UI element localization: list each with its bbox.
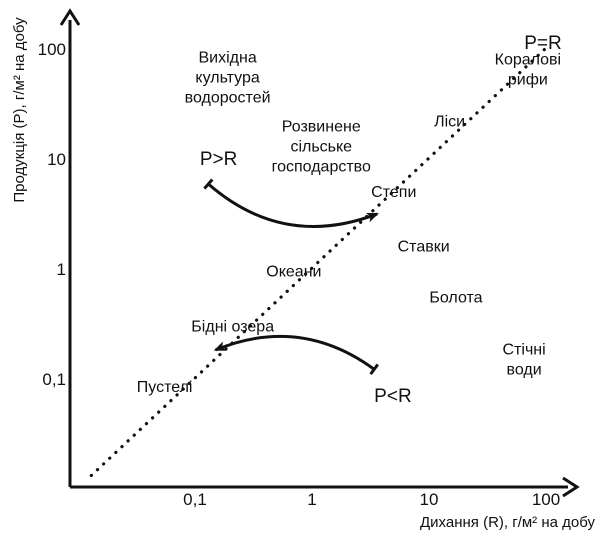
ecosystem-label-line: рифи <box>508 72 548 89</box>
ecosystem-label: Вихідна культура водоростей <box>185 50 271 107</box>
ecosystem-label-line: Ліси <box>434 113 465 130</box>
y-axis-arrow-icon <box>59 8 81 26</box>
ecosystem-label-line: води <box>507 362 542 379</box>
diagonal-label: P=R <box>524 33 562 54</box>
curved-arrow-icon <box>213 334 376 371</box>
relation-labels: P>R P<R <box>200 149 412 407</box>
x-tick-label: 100 <box>532 490 560 509</box>
ecosystem-label-line: водоростей <box>185 90 271 107</box>
ecosystem-label-line: Ставки <box>398 239 450 256</box>
ecosystem-label: Ставки <box>398 239 450 256</box>
x-tick-label: 1 <box>307 490 316 509</box>
ecosystem-label: Розвинене сільське господарство <box>272 118 371 175</box>
ecosystem-label-line: сільське <box>290 138 352 155</box>
ecosystem-label: Болота <box>429 290 482 307</box>
x-axis-title: Дихання (R), г/м² на добу <box>420 514 595 531</box>
x-axis <box>70 476 580 498</box>
ecosystem-label-line: культура <box>195 70 259 87</box>
ecosystem-label: Бідні озера <box>191 319 274 336</box>
ecosystem-label-line: Степи <box>371 184 416 201</box>
ecosystem-label-line: Вихідна <box>198 50 256 67</box>
ecosystem-label-line: Пустелі <box>137 379 193 396</box>
arrows <box>203 178 379 376</box>
ecosystem-label-line: Бідні озера <box>191 319 274 336</box>
curved-arrow-icon <box>207 182 379 229</box>
ecosystem-label-line: Коралові <box>495 52 561 69</box>
y-tick-label: 0,1 <box>42 370 66 389</box>
ecosystem-label-line: Розвинене <box>282 118 361 135</box>
y-tick-label: 10 <box>47 150 66 169</box>
x-axis-arrow-icon <box>562 476 580 498</box>
y-tick-label: 100 <box>38 40 66 59</box>
relation-label: P>R <box>200 149 238 170</box>
ecosystem-label: Ліси <box>434 113 465 130</box>
ecosystem-label: Океани <box>266 263 321 280</box>
ecosystem-label: Стічні води <box>503 342 546 379</box>
x-tick-label: 10 <box>420 490 439 509</box>
ecosystem-label-line: господарство <box>272 158 371 175</box>
x-tick-labels: 0,1 1 10 100 <box>183 490 560 509</box>
arrow-tail-icon <box>203 178 214 190</box>
y-axis-title: Продукція (P), г/м² на добу <box>11 17 28 203</box>
ecosystem-label-line: Стічні <box>503 342 546 359</box>
y-tick-labels: 0,1 1 10 100 <box>38 40 66 389</box>
arrow-tail-icon <box>369 363 379 376</box>
ecosystem-label: Степи <box>371 184 416 201</box>
ecosystem-labels: Вихідна культура водоростей Розвинене сільсь… <box>137 50 561 396</box>
x-tick-label: 0,1 <box>183 490 207 509</box>
ecosystem-label-line: Болота <box>429 290 482 307</box>
p-equals-r-diagonal <box>89 46 548 478</box>
y-axis <box>59 8 81 487</box>
relation-label: P<R <box>374 386 412 407</box>
ecosystem-label-line: Океани <box>266 263 321 280</box>
ecosystem-label: Коралові рифи <box>495 52 561 89</box>
ecosystem-label: Пустелі <box>137 379 193 396</box>
y-tick-label: 1 <box>57 260 66 279</box>
